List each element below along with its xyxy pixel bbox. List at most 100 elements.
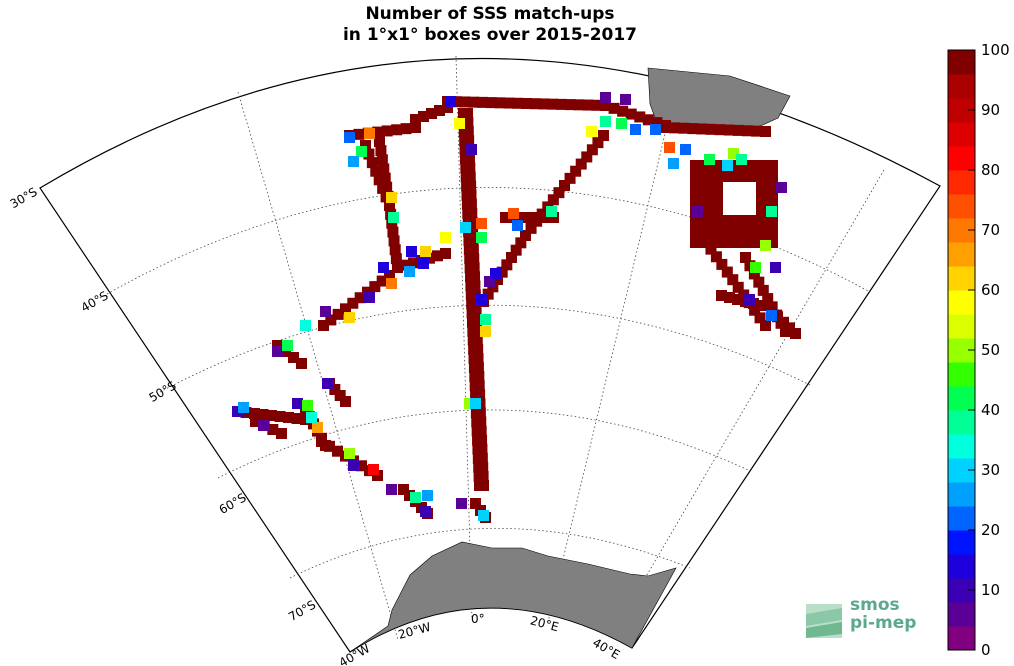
match-up-cell [398, 484, 409, 495]
match-up-cell [374, 136, 385, 147]
match-up-cell [767, 215, 778, 226]
match-up-cell [712, 171, 723, 182]
match-up-cell [257, 409, 269, 420]
match-up-cell [494, 97, 506, 109]
colorbar-segment [948, 506, 975, 531]
match-up-cell [734, 160, 745, 171]
match-up-cell [745, 160, 756, 171]
match-up-cell [470, 298, 482, 310]
match-up-cell [732, 124, 744, 136]
match-up-cell [705, 123, 717, 135]
match-up-cell [721, 266, 733, 278]
match-up-cell [490, 268, 501, 279]
colorbar-tick-label: 60 [981, 281, 1001, 299]
match-up-cell [598, 130, 609, 141]
title-line-2: in 1°x1° boxes over 2015-2017 [342, 25, 638, 45]
colorbar-segment [948, 314, 975, 339]
match-up-cell [642, 114, 654, 126]
match-up-cell [340, 396, 351, 407]
match-up-cell [620, 94, 631, 105]
colorbar-segment [948, 554, 975, 579]
match-up-cell [410, 122, 421, 133]
match-up-cell [470, 316, 482, 328]
match-up-cell [690, 193, 701, 204]
match-up-cell [332, 308, 344, 320]
match-up-cell [690, 215, 701, 226]
match-up-cell [472, 352, 484, 364]
match-up-cell [512, 220, 523, 231]
match-up-cell [712, 193, 723, 204]
match-up-cell [736, 154, 747, 165]
match-up-cell [732, 294, 743, 305]
match-up-cell [471, 325, 483, 337]
match-up-cell [464, 398, 475, 409]
match-up-cell [712, 237, 723, 248]
match-up-cell [564, 99, 576, 111]
match-up-cell [750, 262, 761, 273]
match-up-cell [404, 490, 415, 501]
match-up-cell [272, 340, 283, 351]
match-up-cell [744, 260, 756, 272]
match-up-cell [400, 123, 412, 135]
match-up-cell [701, 204, 712, 215]
match-up-cell [460, 222, 471, 233]
match-up-cell [760, 300, 771, 311]
colorbar-segment [948, 74, 975, 99]
match-up-cell [296, 358, 307, 369]
match-up-cell [420, 246, 431, 257]
match-up-cell [727, 274, 739, 286]
match-up-cell [757, 284, 769, 296]
match-up-cell [363, 148, 375, 160]
match-up-cell [485, 97, 497, 109]
match-up-cell [749, 304, 761, 316]
match-up-cell [528, 212, 540, 223]
match-up-cell [344, 312, 355, 323]
colorbar-tick-label: 80 [981, 161, 1001, 179]
colorbar-segment [948, 386, 975, 411]
match-up-cell [520, 230, 531, 241]
match-up-cell [465, 189, 477, 201]
match-up-cell [384, 200, 395, 211]
match-up-cell [306, 412, 317, 423]
match-up-cell [503, 97, 515, 109]
match-up-cell [272, 346, 283, 357]
match-up-cell [329, 384, 341, 395]
match-up-cell [238, 402, 249, 413]
match-up-cell [466, 144, 477, 155]
match-up-cell [712, 204, 723, 215]
match-up-cell [732, 281, 744, 293]
match-up-cell [586, 126, 597, 137]
match-up-cell [474, 389, 486, 401]
match-up-cell [464, 162, 476, 174]
match-up-cell [723, 226, 734, 237]
match-up-cell [469, 289, 481, 301]
match-up-cell [680, 144, 691, 155]
match-up-cell [381, 181, 393, 193]
match-up-cell [712, 182, 723, 193]
smos-pi-mep-logo: smos pi-mep [804, 596, 934, 646]
match-up-cell [478, 480, 489, 491]
colorbar-tick-label: 40 [981, 401, 1001, 419]
match-up-cell [770, 262, 781, 273]
colorbar-segment [948, 410, 975, 435]
match-up-cell [625, 108, 637, 120]
match-up-cell [704, 154, 715, 165]
match-up-cell [322, 378, 333, 389]
match-up-cell [432, 250, 443, 262]
match-up-cell [738, 289, 750, 301]
match-up-cell [506, 252, 517, 263]
match-up-cell [375, 145, 387, 157]
title-line-1: Number of SSS match-ups [365, 4, 615, 24]
match-up-cell [249, 408, 260, 419]
match-up-cell [354, 292, 366, 304]
colorbar-segment [948, 194, 975, 219]
match-up-cell [696, 123, 708, 135]
match-up-cell [766, 206, 777, 217]
match-up-cell [422, 490, 433, 501]
colorbar-segment [948, 266, 975, 291]
match-up-cell [462, 108, 473, 119]
match-up-cell [434, 105, 445, 116]
colorbar-segment [948, 362, 975, 387]
colorbar-segment [948, 290, 975, 315]
match-up-cell [690, 171, 701, 182]
